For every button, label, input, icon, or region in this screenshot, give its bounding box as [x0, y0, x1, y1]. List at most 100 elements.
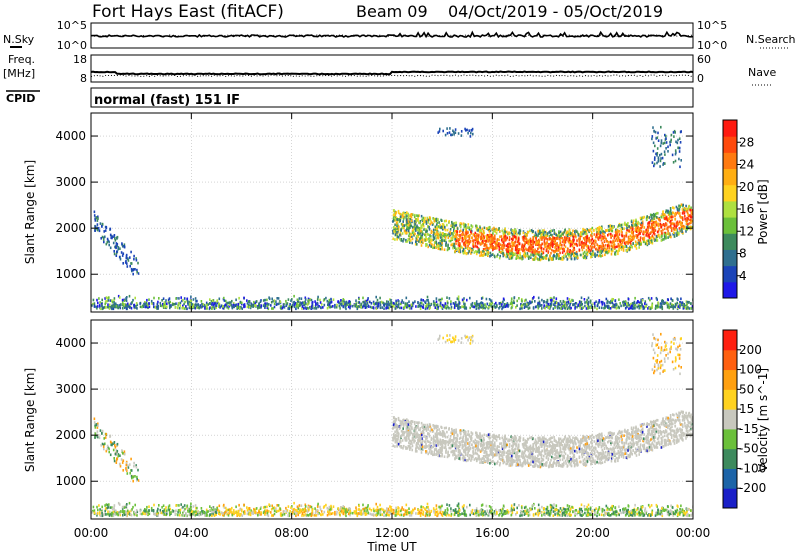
power-cell [545, 257, 548, 260]
power-cell [507, 245, 509, 249]
power-cell [478, 248, 480, 252]
power-cell [206, 303, 208, 307]
power-cell [657, 303, 660, 306]
power-cell [490, 299, 492, 302]
power-cell [124, 306, 126, 309]
power-cell [397, 304, 399, 307]
power-cell [674, 149, 677, 152]
power-cell [146, 298, 148, 302]
power-cell [533, 258, 535, 261]
power-cell [665, 223, 668, 227]
power-cell [589, 306, 592, 310]
power-cell [550, 241, 552, 245]
power-cell [438, 130, 441, 133]
power-cell [427, 233, 430, 236]
power-cell [395, 226, 397, 230]
power-cell [453, 133, 455, 136]
power-cell [530, 256, 532, 259]
power-cell [295, 305, 298, 308]
power-cell [485, 244, 487, 248]
power-cell [343, 300, 345, 304]
power-cell [536, 250, 538, 253]
power-cell [635, 230, 638, 233]
power-cell [258, 304, 261, 307]
velocity-cell [679, 512, 681, 516]
power-cell [309, 298, 312, 301]
power-cell [527, 301, 530, 305]
power-cell [541, 242, 544, 246]
power-cell [690, 220, 692, 223]
power-cell [268, 303, 270, 306]
power-cell [415, 238, 418, 242]
power-cell [636, 236, 638, 239]
power-cell [650, 222, 653, 226]
power-cell [104, 300, 107, 303]
velocity-cell [287, 505, 290, 508]
power-cell [459, 222, 462, 225]
power-cell [593, 301, 596, 305]
power-cell [690, 218, 692, 222]
power-cell [509, 245, 512, 248]
power-cell [547, 304, 549, 308]
power-cell [511, 256, 514, 259]
power-cell [552, 254, 555, 258]
power-cell [616, 232, 619, 236]
power-cell [661, 300, 663, 303]
power-cell [103, 240, 105, 244]
power-cell [183, 297, 186, 300]
velocity-cell [419, 508, 422, 512]
power-cell [409, 307, 411, 310]
power-cell [384, 302, 386, 306]
power-cell [392, 226, 395, 230]
power-cell [406, 220, 408, 224]
power-cell [686, 225, 688, 229]
power-cell [670, 212, 673, 215]
power-cell [529, 249, 531, 253]
velocity-cell [406, 512, 408, 516]
power-cell [409, 235, 412, 239]
power-cell [415, 219, 418, 222]
power-cell [636, 305, 638, 309]
power-cell [589, 252, 592, 256]
power-cell [349, 304, 352, 308]
power-cell [677, 138, 679, 142]
power-cell [652, 217, 654, 221]
power-cell [420, 229, 422, 233]
velocity-cell [574, 514, 576, 517]
power-cell [664, 231, 667, 235]
power-cell [127, 304, 129, 308]
power-cell [509, 249, 511, 253]
power-cell [366, 301, 369, 305]
velocity-cell [125, 514, 128, 518]
power-cell [405, 238, 407, 242]
power-cell [670, 133, 673, 137]
power-cell [652, 149, 655, 153]
power-cell [667, 236, 669, 239]
power-cell [458, 307, 460, 310]
power-cell [643, 238, 646, 241]
power-cell [260, 304, 263, 307]
power-cell [585, 248, 588, 252]
power-cell [428, 226, 430, 229]
beam-label: Beam 09 [356, 2, 428, 21]
power-cell [563, 304, 565, 307]
power-cell [117, 246, 120, 249]
power-cell [178, 297, 180, 300]
power-cell [665, 209, 668, 212]
velocity-cell [232, 512, 234, 515]
power-cell [496, 305, 498, 308]
power-cell [501, 250, 504, 253]
power-cell [585, 307, 588, 310]
power-cell [433, 244, 436, 247]
power-cell [660, 152, 663, 156]
power-cell [399, 233, 401, 237]
power-cell [521, 236, 524, 239]
power-cell [472, 245, 475, 248]
power-cell [414, 300, 416, 303]
velocity-cell [188, 513, 191, 517]
power-cell [179, 301, 182, 305]
power-cell [570, 251, 572, 254]
power-cell [148, 305, 151, 309]
power-cell [394, 233, 397, 236]
power-cell [685, 204, 687, 208]
